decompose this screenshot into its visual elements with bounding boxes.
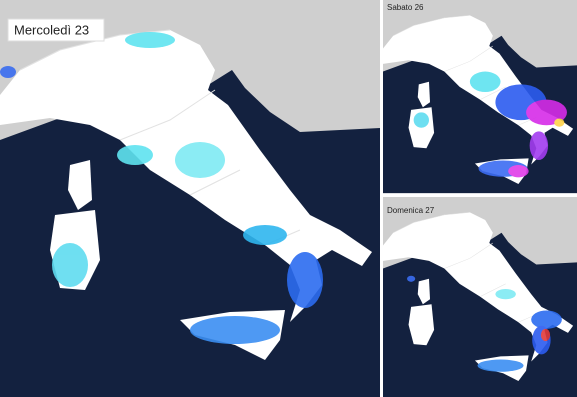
precipitation <box>0 32 323 344</box>
map-sunday <box>383 197 577 397</box>
panel-label: Sabato 26 <box>387 3 424 12</box>
map-saturday <box>383 0 577 194</box>
panel-label: Domenica 27 <box>387 206 435 215</box>
panel-label: Mercoledì 23 <box>14 22 89 37</box>
map-main: Mercoledì 23 <box>0 0 380 397</box>
label-box <box>7 18 105 42</box>
